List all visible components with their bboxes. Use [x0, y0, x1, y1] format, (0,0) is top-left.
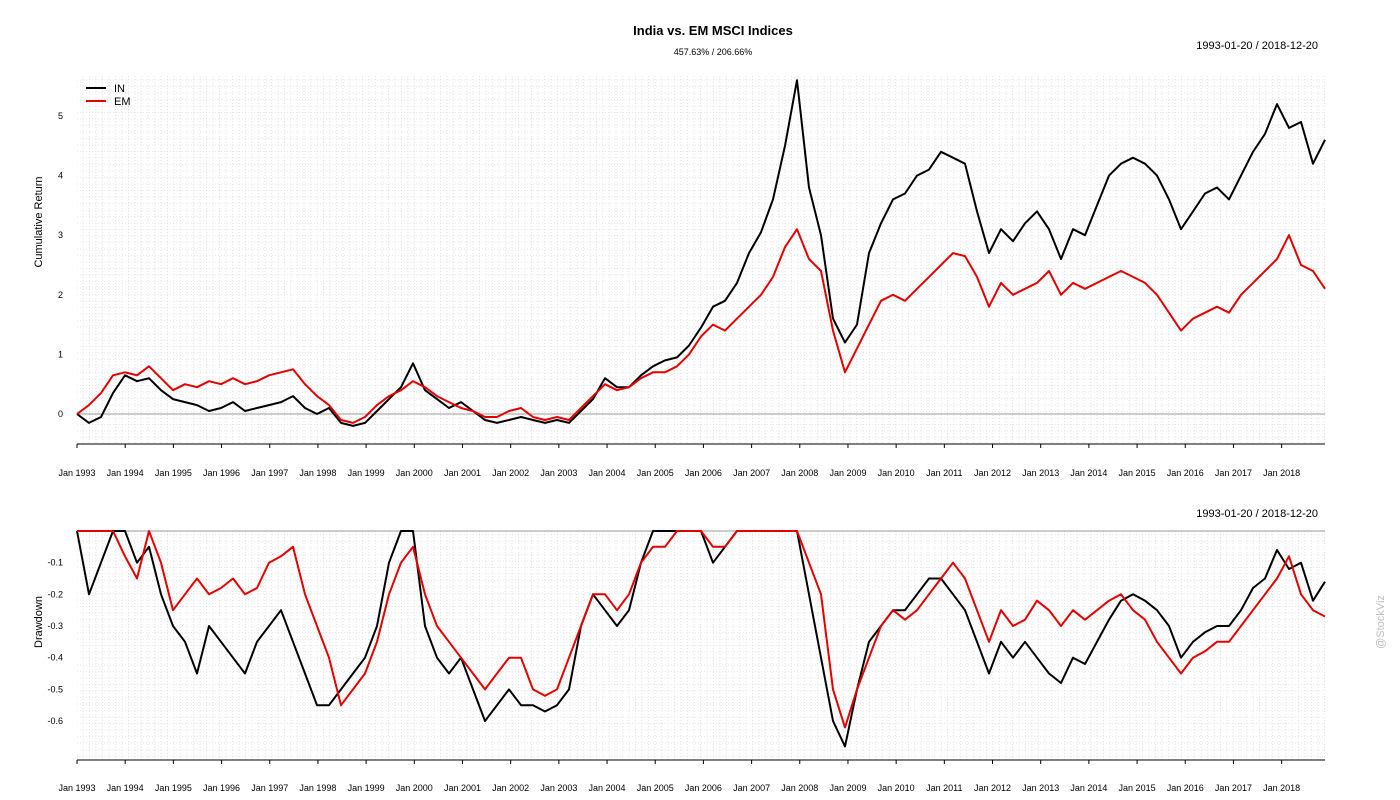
x-tick-label: Jan 2002 — [492, 783, 529, 793]
x-tick-label: Jan 2015 — [1119, 468, 1156, 478]
x-tick-label: Jan 2009 — [829, 468, 866, 478]
x-tick-label: Jan 1998 — [299, 468, 336, 478]
legend-label-in: IN — [114, 83, 125, 95]
x-tick-label: Jan 2014 — [1070, 468, 1107, 478]
x-tick-label: Jan 1994 — [107, 468, 144, 478]
legend: IN EM — [86, 83, 131, 108]
x-tick-label: Jan 2009 — [829, 783, 866, 793]
x-tick-label: Jan 2004 — [589, 783, 626, 793]
x-tick-label: Jan 2005 — [637, 468, 674, 478]
x-tick-label: Jan 1999 — [348, 468, 385, 478]
x-tick-label: Jan 1996 — [203, 783, 240, 793]
y-tick-label: -0.6 — [47, 716, 63, 726]
chart-title: India vs. EM MSCI Indices — [633, 23, 793, 38]
y-tick-label: -0.3 — [47, 621, 63, 631]
watermark: @StockViz — [1375, 595, 1387, 649]
series-line-in — [76, 79, 1326, 427]
x-tick-label: Jan 2006 — [685, 783, 722, 793]
x-tick-label: Jan 2007 — [733, 468, 770, 478]
x-tick-label: Jan 2018 — [1263, 783, 1300, 793]
x-tick-label: Jan 2001 — [444, 783, 481, 793]
x-tick-label: Jan 2011 — [926, 468, 962, 478]
x-tick-label: Jan 2002 — [492, 468, 529, 478]
x-tick-label: Jan 2010 — [878, 468, 915, 478]
x-tick-label: Jan 1997 — [251, 468, 288, 478]
x-tick-label: Jan 2000 — [396, 468, 433, 478]
x-tick-label: Jan 2001 — [444, 468, 481, 478]
series-line-em — [76, 228, 1326, 424]
bottom-panel: Jan 1993 Jan 1994 Jan 1995 Jan 1996 Jan 1997… — [47, 530, 1326, 793]
x-tick-label: Jan 2013 — [1022, 783, 1059, 793]
x-tick-label: Jan 2008 — [781, 468, 818, 478]
bottom-y-axis-label: Drawdown — [33, 596, 45, 648]
y-tick-label: 0 — [58, 409, 63, 419]
x-tick-label: Jan 1996 — [203, 468, 240, 478]
x-tick-label: Jan 1994 — [107, 783, 144, 793]
x-tick-label: Jan 2003 — [540, 783, 577, 793]
x-tick-label: Jan 2008 — [781, 783, 818, 793]
x-tick-label: Jan 1995 — [155, 468, 192, 478]
y-tick-label: -0.5 — [47, 684, 63, 694]
x-tick-label: Jan 2017 — [1215, 468, 1252, 478]
y-tick-label: 5 — [58, 111, 63, 121]
x-tick-label: Jan 1997 — [251, 783, 288, 793]
x-tick-label: Jan 2005 — [637, 783, 674, 793]
x-tick-label: Jan 2000 — [396, 783, 433, 793]
y-tick-label: -0.2 — [47, 589, 63, 599]
chart-subtitle: 457.63% / 206.66% — [674, 47, 753, 57]
top-panel: Jan 1993 Jan 1994 Jan 1995 Jan 1996 Jan 1997… — [58, 76, 1326, 478]
x-tick-label: Jan 2006 — [685, 468, 722, 478]
x-tick-label: Jan 2016 — [1167, 468, 1204, 478]
y-tick-label: -0.1 — [47, 558, 63, 568]
x-tick-label: Jan 2014 — [1070, 783, 1107, 793]
y-tick-label: 2 — [58, 290, 63, 300]
bottom-date-range: 1993-01-20 / 2018-12-20 — [1196, 508, 1318, 520]
x-tick-label: Jan 2007 — [733, 783, 770, 793]
series-line-em — [77, 530, 1326, 729]
x-tick-label: Jan 1993 — [58, 468, 95, 478]
x-tick-label: Jan 2013 — [1022, 468, 1059, 478]
x-tick-label: Jan 1995 — [155, 783, 192, 793]
x-tick-label: Jan 2018 — [1263, 468, 1300, 478]
y-tick-label: 4 — [58, 171, 63, 181]
x-tick-label: Jan 2004 — [589, 468, 626, 478]
top-date-range: 1993-01-20 / 2018-12-20 — [1196, 40, 1318, 52]
x-tick-label: Jan 1999 — [348, 783, 385, 793]
y-tick-label: 1 — [58, 349, 63, 359]
x-tick-label: Jan 1993 — [58, 783, 95, 793]
x-tick-label: Jan 2003 — [540, 468, 577, 478]
y-tick-label: -0.4 — [47, 653, 63, 663]
top-y-axis-label: Cumulative Return — [33, 176, 45, 267]
x-tick-label: Jan 2011 — [926, 783, 962, 793]
legend-label-em: EM — [114, 96, 131, 108]
x-tick-label: Jan 2012 — [974, 783, 1011, 793]
x-tick-label: Jan 2012 — [974, 468, 1011, 478]
x-tick-label: Jan 2015 — [1119, 783, 1156, 793]
x-tick-label: Jan 2016 — [1167, 783, 1204, 793]
x-tick-label: Jan 2017 — [1215, 783, 1252, 793]
x-tick-label: Jan 2010 — [878, 783, 915, 793]
x-tick-label: Jan 1998 — [299, 783, 336, 793]
y-tick-label: 3 — [58, 230, 63, 240]
